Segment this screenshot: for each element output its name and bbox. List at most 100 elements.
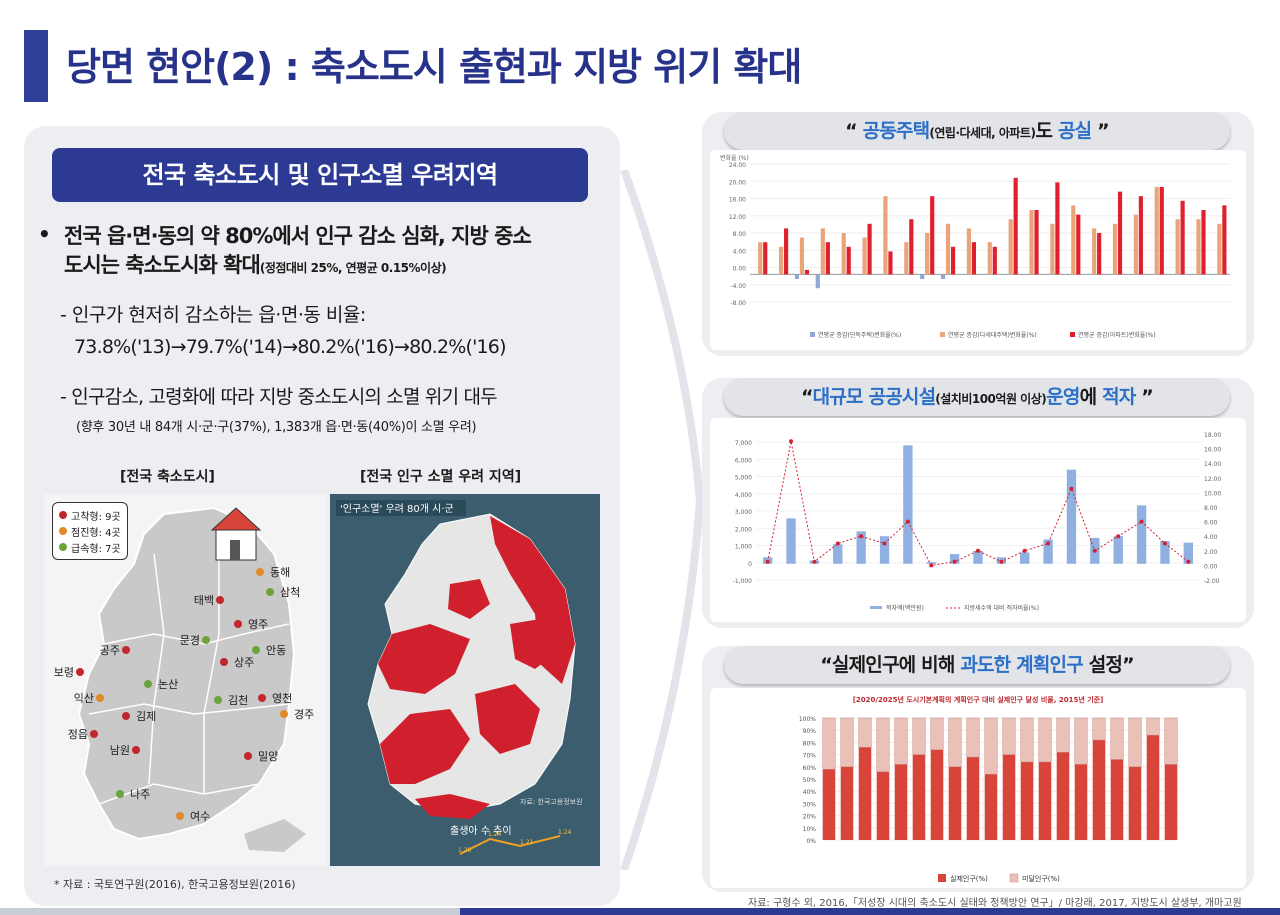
vacancy-panel-title: “ 공동주택(연립·다세대, 아파트)도 공실 ” <box>724 112 1230 150</box>
city-marker: 논산 <box>144 676 178 692</box>
legend-item: 급속형: 7곳 <box>59 539 121 555</box>
bar <box>1217 223 1222 275</box>
bar <box>961 274 966 275</box>
bar-shortfall <box>966 717 980 758</box>
left-panel: 전국 축소도시 및 인구소멸 우려지역 • 전국 읍·면·동의 약 80%에서 … <box>24 126 620 906</box>
city-marker: 밀양 <box>244 748 278 764</box>
legend-item: 점진형: 4곳 <box>59 523 121 539</box>
bar-shortfall <box>840 717 854 768</box>
city-dot-icon <box>256 568 264 576</box>
bar-shortfall <box>1002 717 1016 755</box>
deficit-combo-chart: 7,000 6,000 5,000 4,000 3,000 2,000 1,000 0 -1,0… <box>733 432 1222 612</box>
bar <box>1170 274 1175 275</box>
bar-actual <box>912 754 926 840</box>
city-marker: 안동 <box>252 642 286 658</box>
bar <box>966 228 972 275</box>
bar <box>950 246 956 275</box>
bar <box>786 518 796 564</box>
line-point <box>1186 559 1191 564</box>
bar <box>1050 223 1055 275</box>
bar <box>1183 542 1193 564</box>
bar <box>794 274 800 279</box>
bar <box>1128 274 1133 275</box>
bar <box>833 544 843 564</box>
line-point <box>882 541 887 546</box>
y-tick-label: 70% <box>803 753 817 760</box>
y-tick-label: 4.00 <box>733 248 747 255</box>
y2-tick-label: 14.00 <box>1204 461 1221 468</box>
series-line <box>767 441 1189 566</box>
bar <box>763 242 768 275</box>
city-dot-icon <box>132 746 140 754</box>
bar <box>774 274 779 275</box>
map2-source: 자료: 한국고용정보원 <box>520 797 583 806</box>
map2-title-box <box>336 500 466 516</box>
y-tick-label: 7,000 <box>735 440 752 447</box>
bar <box>982 274 987 275</box>
bar-shortfall <box>1164 717 1178 765</box>
y2-tick-label: 2.00 <box>1204 549 1218 556</box>
bar <box>883 196 888 275</box>
y-tick-label: 2,000 <box>735 526 752 533</box>
bar-actual <box>948 766 962 840</box>
bar <box>825 242 830 275</box>
y-tick-label: 5,000 <box>735 475 752 482</box>
house-icon <box>210 507 262 561</box>
line-point <box>1116 534 1121 539</box>
bar-actual <box>1038 761 1052 840</box>
legend-label: 미달인구(%) <box>1022 874 1060 883</box>
y-tick-label: 10% <box>803 826 817 833</box>
bar <box>846 246 851 275</box>
bar-actual <box>1020 761 1034 840</box>
y-tick-label: 60% <box>803 765 817 772</box>
bar <box>1045 274 1050 275</box>
bar-shortfall <box>894 717 908 765</box>
y-tick-label: 20.00 <box>729 179 746 186</box>
bar <box>878 274 883 275</box>
y2-tick-label: 4.00 <box>1204 534 1218 541</box>
line-point <box>1069 486 1074 491</box>
city-dot-icon <box>122 712 130 720</box>
bar-actual <box>1074 764 1088 840</box>
legend-swatch <box>940 332 945 337</box>
city-marker: 남원 <box>110 742 144 758</box>
bar <box>1092 228 1097 275</box>
title-accent-bar <box>24 30 48 102</box>
deficit-chart: 7,000 6,000 5,000 4,000 3,000 2,000 1,000 0 -1,0… <box>710 418 1246 622</box>
bar <box>753 274 758 275</box>
city-marker: 경주 <box>280 706 314 722</box>
bullet-note: (정점대비 25%, 연평균 0.15%이상) <box>259 261 447 275</box>
bar <box>1136 505 1147 564</box>
bar-shortfall <box>1110 717 1124 760</box>
line-point <box>1139 519 1144 524</box>
city-dot-icon <box>258 694 266 702</box>
bar <box>1076 214 1081 275</box>
bar <box>856 531 866 564</box>
bar <box>857 274 862 275</box>
legend-dot-icon <box>59 511 67 519</box>
bar <box>1159 187 1164 275</box>
bar <box>971 242 977 275</box>
bar <box>1013 177 1018 275</box>
bar-actual <box>858 747 872 840</box>
legend-label: 연평균 증감(아파트)변화율(%) <box>1078 331 1156 339</box>
line-point <box>1022 548 1027 553</box>
birth-value: 1.26 <box>458 847 472 854</box>
bar-shortfall <box>930 717 944 750</box>
bar <box>909 219 914 275</box>
city-dot-icon <box>144 680 152 688</box>
vacancy-bar-chart: 24.00 20.00 16.00 12.00 8.00 4.00 0.00 -4.00 -8.… <box>720 154 1230 339</box>
page-title: 당면 현안(2) : 축소도시 출현과 지방 위기 확대 <box>66 45 802 89</box>
bar <box>1117 191 1123 275</box>
bar <box>862 237 867 275</box>
city-label: 남원 <box>109 744 130 757</box>
bar-actual <box>840 766 854 840</box>
bar <box>925 233 930 275</box>
vacancy-panel: “ 공동주택(연립·다세대, 아파트)도 공실 ” 24.00 20.00 16.0… <box>702 112 1254 356</box>
city-dot-icon <box>252 646 260 654</box>
city-dot-icon <box>266 588 274 596</box>
city-label: 보령 <box>53 666 74 679</box>
bar-actual <box>1110 759 1124 840</box>
bar <box>1097 233 1102 275</box>
bar <box>867 223 872 275</box>
